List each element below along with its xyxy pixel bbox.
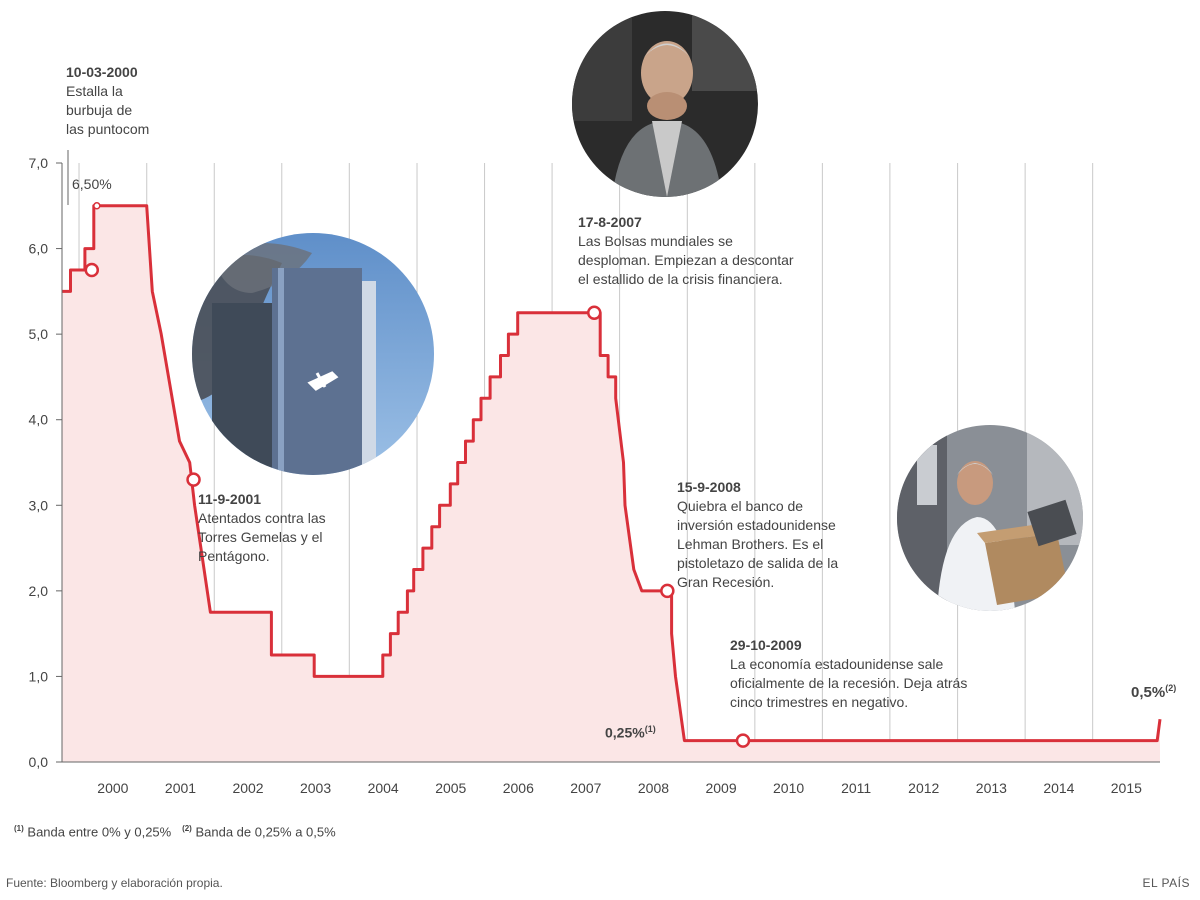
event-marker bbox=[735, 733, 751, 748]
x-tick-label: 2002 bbox=[232, 780, 263, 796]
annotation-text: Quiebra el banco de inversión estadounid… bbox=[677, 498, 839, 590]
rate-line bbox=[62, 204, 1162, 743]
x-tick-labels: 2000 2001 2002 2003 2004 2005 2006 2007 2008 2009… bbox=[97, 780, 1142, 796]
x-tick-label: 2004 bbox=[368, 780, 399, 796]
low-value-note-ref: (1) bbox=[644, 724, 656, 734]
y-tick-label: 6,0 bbox=[29, 241, 49, 257]
x-tick-label: 2006 bbox=[503, 780, 534, 796]
y-tick-label: 1,0 bbox=[29, 668, 49, 684]
event-markers bbox=[84, 202, 751, 748]
event-marker bbox=[84, 262, 100, 278]
annotation-date: 15-9-2008 bbox=[677, 479, 741, 495]
annotation-date: 10-03-2000 bbox=[66, 64, 138, 80]
y-tick-label: 0,0 bbox=[29, 754, 49, 770]
annotation-text: Estalla la burbuja de las puntocom bbox=[66, 83, 150, 137]
y-tick-label: 2,0 bbox=[29, 583, 49, 599]
x-tick-label: 2003 bbox=[300, 780, 331, 796]
x-tick-label: 2001 bbox=[165, 780, 196, 796]
x-tick-label: 2013 bbox=[976, 780, 1007, 796]
y-tick-label: 5,0 bbox=[29, 326, 49, 342]
x-tick-label: 2014 bbox=[1043, 780, 1074, 796]
x-tick-label: 2000 bbox=[97, 780, 128, 796]
y-tick-label: 3,0 bbox=[29, 497, 49, 513]
annotation-2001: 11-9-2001 Atentados contra las Torres Ge… bbox=[198, 490, 388, 566]
x-tick-label: 2010 bbox=[773, 780, 804, 796]
footnote-2-ref: (2) bbox=[182, 824, 192, 833]
x-tick-label: 2007 bbox=[570, 780, 601, 796]
end-value-label: 0,5%(2) bbox=[1131, 683, 1176, 701]
x-tick-label: 2015 bbox=[1111, 780, 1142, 796]
x-tick-label: 2012 bbox=[908, 780, 939, 796]
event-marker bbox=[660, 583, 675, 599]
annotation-date: 29-10-2009 bbox=[730, 637, 802, 653]
annotation-text: La economía estadounidense sale oficialm… bbox=[730, 656, 968, 710]
annotation-text: Atentados contra las Torres Gemelas y el… bbox=[198, 510, 326, 564]
low-value-text: 0,25% bbox=[605, 724, 645, 741]
annotation-2000: 10-03-2000 Estalla la burbuja de las pun… bbox=[66, 63, 196, 139]
x-tick-label: 2011 bbox=[841, 780, 871, 796]
photo-twin-towers bbox=[192, 233, 434, 475]
photo-trader bbox=[572, 11, 758, 197]
peak-value-label: 6,50% bbox=[72, 176, 112, 192]
photo-lehman-employee bbox=[897, 425, 1083, 611]
source-note: Fuente: Bloomberg y elaboración propia. bbox=[6, 876, 223, 890]
y-tick-label: 7,0 bbox=[29, 155, 49, 171]
x-tick-label: 2009 bbox=[705, 780, 736, 796]
y-tick-labels: 0,0 1,0 2,0 3,0 4,0 5,0 6,0 7,0 bbox=[29, 155, 62, 770]
brand-logo: EL PAÍS bbox=[1142, 876, 1190, 890]
low-value-label: 0,25%(1) bbox=[605, 724, 656, 741]
annotation-2007: 17-8-2007 Las Bolsas mundiales se desplo… bbox=[578, 213, 868, 289]
end-value-text: 0,5% bbox=[1131, 684, 1166, 701]
x-tick-label: 2008 bbox=[638, 780, 669, 796]
footnote-2: Banda de 0,25% a 0,5% bbox=[191, 824, 336, 840]
footnotes: (1) Banda entre 0% y 0,25% (2) Banda de … bbox=[14, 824, 336, 839]
x-tick-label: 2005 bbox=[435, 780, 466, 796]
event-marker bbox=[186, 472, 201, 487]
rate-area bbox=[62, 205, 1160, 763]
annotation-date: 17-8-2007 bbox=[578, 214, 642, 230]
annotation-text: Las Bolsas mundiales se desploman. Empie… bbox=[578, 233, 794, 287]
footnote-1-ref: (1) bbox=[14, 824, 24, 833]
annotation-date: 11-9-2001 bbox=[198, 491, 262, 507]
annotation-2009: 29-10-2009 La economía estadounidense sa… bbox=[730, 636, 1050, 712]
event-marker bbox=[587, 305, 602, 320]
footnote-1: Banda entre 0% y 0,25% bbox=[23, 824, 172, 840]
peak-marker bbox=[93, 202, 101, 210]
y-tick-label: 4,0 bbox=[29, 412, 49, 428]
annotation-2008: 15-9-2008 Quiebra el banco de inversión … bbox=[677, 478, 897, 592]
end-value-note-ref: (2) bbox=[1165, 683, 1177, 693]
